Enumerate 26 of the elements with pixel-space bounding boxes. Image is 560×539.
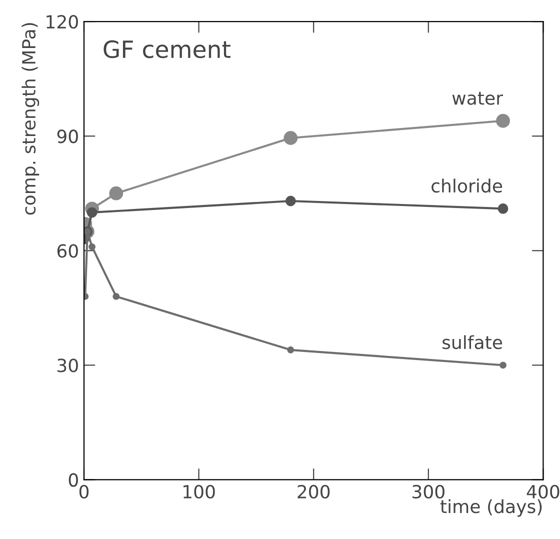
series-label: water: [452, 92, 504, 105]
point: [86, 207, 98, 218]
point: [88, 243, 96, 250]
y-tick-label: 60: [57, 244, 78, 258]
x-axis-title: time (days): [440, 499, 542, 517]
x-tick-label: 200: [298, 484, 330, 499]
point: [112, 292, 120, 300]
x-tick-label: 300: [412, 484, 444, 499]
y-tick-label: 0: [68, 473, 78, 487]
y-tick-label: 30: [58, 358, 78, 372]
x-tick-label: 0: [79, 484, 89, 499]
y-axis-title: comp. strength (MPa): [22, 23, 40, 215]
text: GF cement: [104, 40, 230, 58]
point: [496, 114, 510, 128]
point: [287, 346, 294, 354]
y-tick-label: 120: [46, 15, 78, 29]
point: [500, 362, 506, 369]
series-label: sulfate: [442, 335, 502, 350]
y-tick-label: 90: [57, 130, 78, 144]
point: [284, 131, 298, 145]
x-tick-label: 400: [526, 484, 560, 499]
series-label: chloride: [432, 178, 502, 193]
x-tick-label: 100: [184, 484, 215, 499]
point: [109, 186, 124, 200]
point: [285, 196, 296, 206]
point: [498, 203, 508, 214]
